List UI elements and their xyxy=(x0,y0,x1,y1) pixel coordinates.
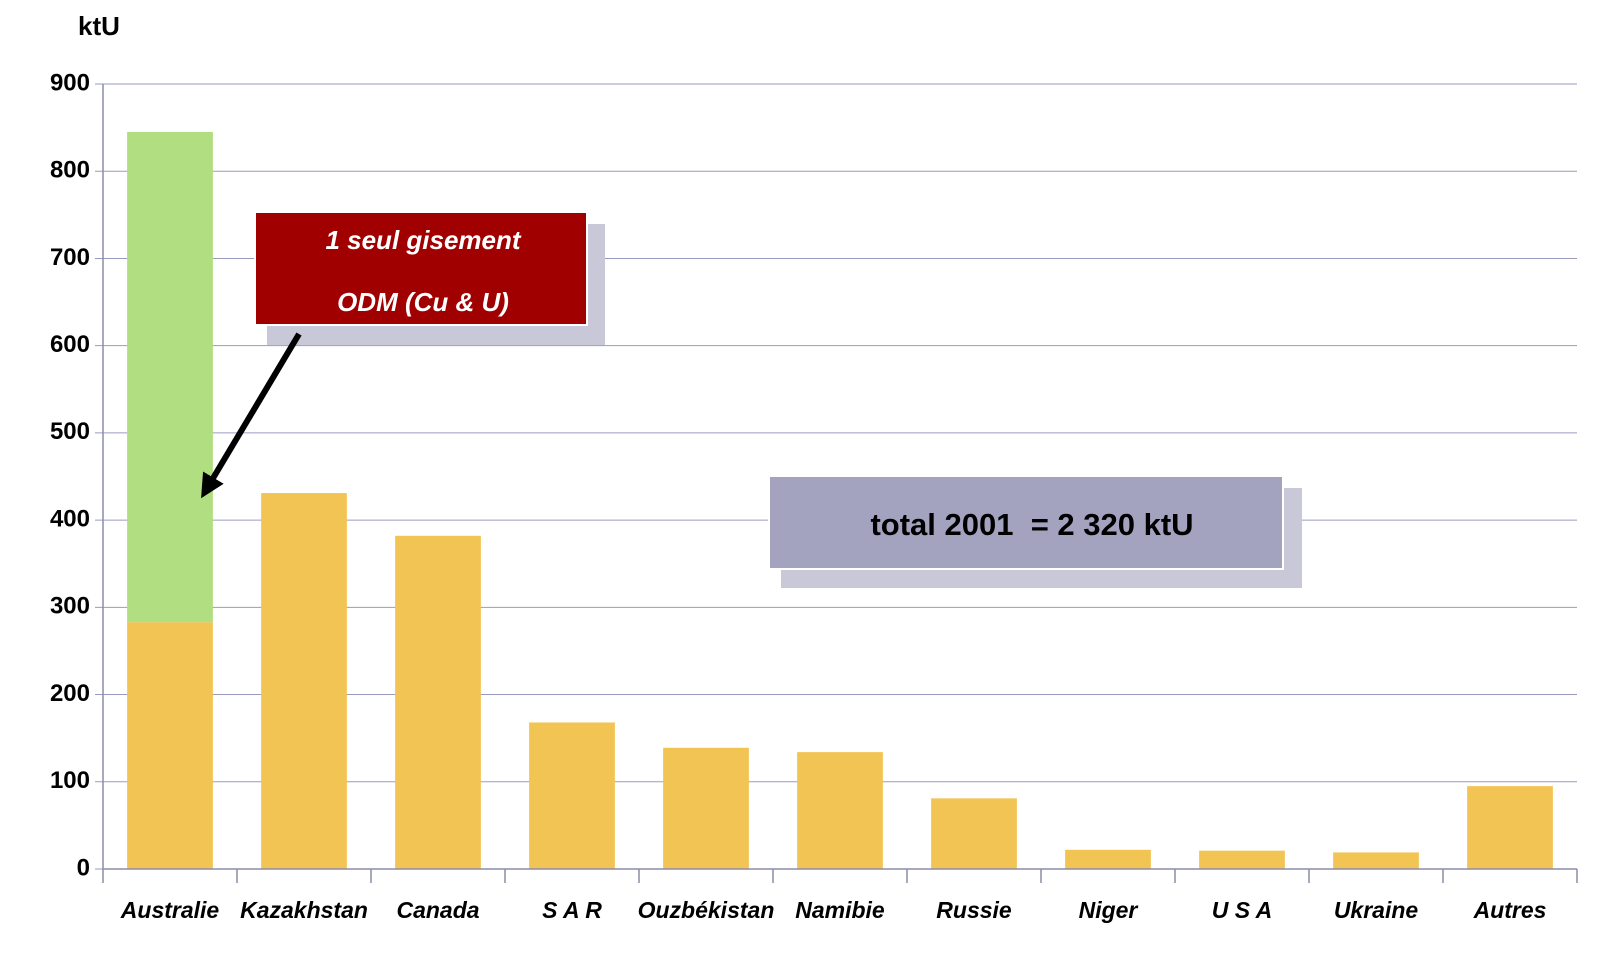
bar xyxy=(261,493,347,869)
x-tick-label: Autres xyxy=(1473,897,1547,923)
bar xyxy=(797,752,883,869)
y-tick-label: 900 xyxy=(50,69,90,96)
y-tick-label: 200 xyxy=(50,680,90,707)
x-tick-label: Niger xyxy=(1079,897,1139,923)
y-tick-label: 600 xyxy=(50,331,90,358)
bar xyxy=(1065,849,1151,869)
y-tick-label: 100 xyxy=(50,767,90,794)
bar xyxy=(529,722,615,869)
bar xyxy=(663,747,749,869)
y-tick-label: 700 xyxy=(50,244,90,271)
y-tick-label: 400 xyxy=(50,505,90,532)
x-tick-label: Canada xyxy=(396,897,479,923)
x-tick-label: Ukraine xyxy=(1334,897,1419,923)
y-tick-label: 300 xyxy=(50,593,90,620)
x-tick-label: Namibie xyxy=(795,897,885,923)
x-tick-label: Australie xyxy=(120,897,220,923)
annotation-box xyxy=(254,211,588,326)
bar xyxy=(1199,850,1285,869)
x-tick-label: Russie xyxy=(936,897,1012,923)
x-tick-label: S A R xyxy=(542,897,602,923)
bar xyxy=(1467,786,1553,869)
y-tick-label: 0 xyxy=(77,854,90,881)
annotation-text: 1 seul gisement xyxy=(325,225,521,255)
x-tick-label: Ouzbékistan xyxy=(638,897,775,923)
x-tick-label: Kazakhstan xyxy=(240,897,368,923)
bar xyxy=(127,622,213,869)
bar xyxy=(1333,852,1419,869)
arrow xyxy=(201,332,302,499)
annotation-box xyxy=(768,475,1284,570)
y-tick-label: 800 xyxy=(50,157,90,184)
y-axis-label: ktU xyxy=(78,11,120,41)
annotation-text: total 2001 = 2 320 ktU xyxy=(870,507,1193,542)
bar xyxy=(931,798,1017,869)
bar xyxy=(127,131,213,623)
annotation-text: ODM (Cu & U) xyxy=(337,287,509,317)
y-tick-label: 500 xyxy=(50,418,90,445)
bar xyxy=(395,535,481,869)
x-tick-label: U S A xyxy=(1212,897,1273,923)
